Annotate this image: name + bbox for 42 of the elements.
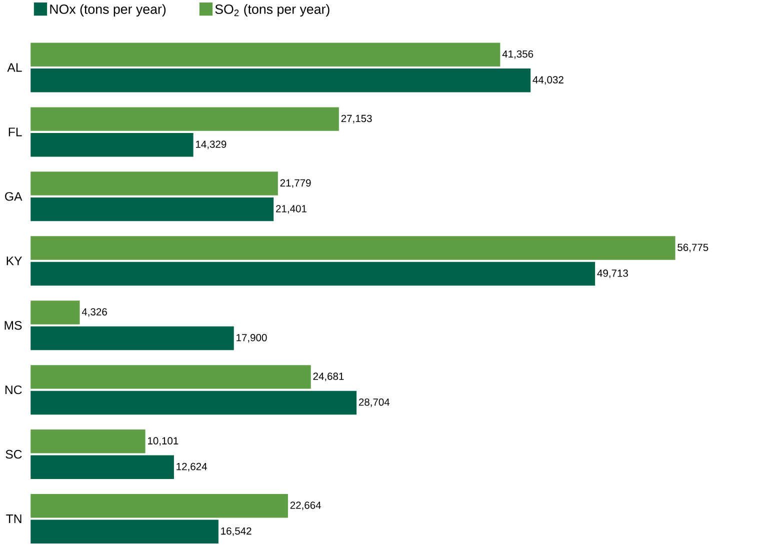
data-label: 24,681	[313, 372, 344, 382]
data-label: 10,101	[148, 437, 178, 446]
data-label: 49,713	[597, 270, 628, 278]
data-label: 14,329	[196, 140, 226, 150]
bar	[30, 455, 174, 480]
bar	[30, 300, 80, 324]
bar	[30, 390, 357, 415]
bar	[30, 68, 531, 92]
y-tick-label: MS	[4, 321, 22, 330]
bar	[30, 172, 278, 196]
bar	[30, 42, 500, 66]
bar	[30, 430, 146, 454]
bar	[30, 236, 676, 260]
data-label: 41,356	[502, 50, 534, 59]
bar	[30, 326, 234, 350]
data-label: 21,779	[280, 179, 311, 188]
data-label: 4,326	[82, 308, 107, 317]
y-tick-label: NC	[5, 385, 22, 394]
y-tick-label: SC	[6, 450, 22, 459]
data-label: 28,704	[358, 398, 390, 407]
y-tick-label: GA	[5, 192, 22, 201]
bar	[30, 520, 218, 544]
data-label: 21,401	[276, 205, 306, 214]
bar	[30, 133, 194, 157]
bar	[30, 262, 596, 286]
bar	[30, 107, 339, 131]
y-tick-label: AL	[7, 63, 22, 72]
bar	[30, 197, 274, 222]
legend-label: NOx (tons per year)	[50, 4, 166, 17]
data-label: 44,032	[532, 76, 564, 85]
y-tick-label: TN	[6, 514, 22, 523]
bar	[30, 365, 311, 389]
data-label: 12,624	[176, 462, 207, 472]
legend-label: SO$_{2}$ (tons per year)	[215, 4, 330, 17]
y-tick-label: FL	[8, 128, 22, 136]
data-label: 17,900	[236, 334, 267, 343]
data-label: 22,664	[290, 502, 321, 510]
data-label: 16,542	[221, 527, 252, 536]
bar	[30, 494, 288, 518]
data-label: 56,775	[678, 244, 708, 252]
y-tick-label: KY	[6, 256, 22, 266]
data-label: 27,153	[341, 114, 372, 124]
